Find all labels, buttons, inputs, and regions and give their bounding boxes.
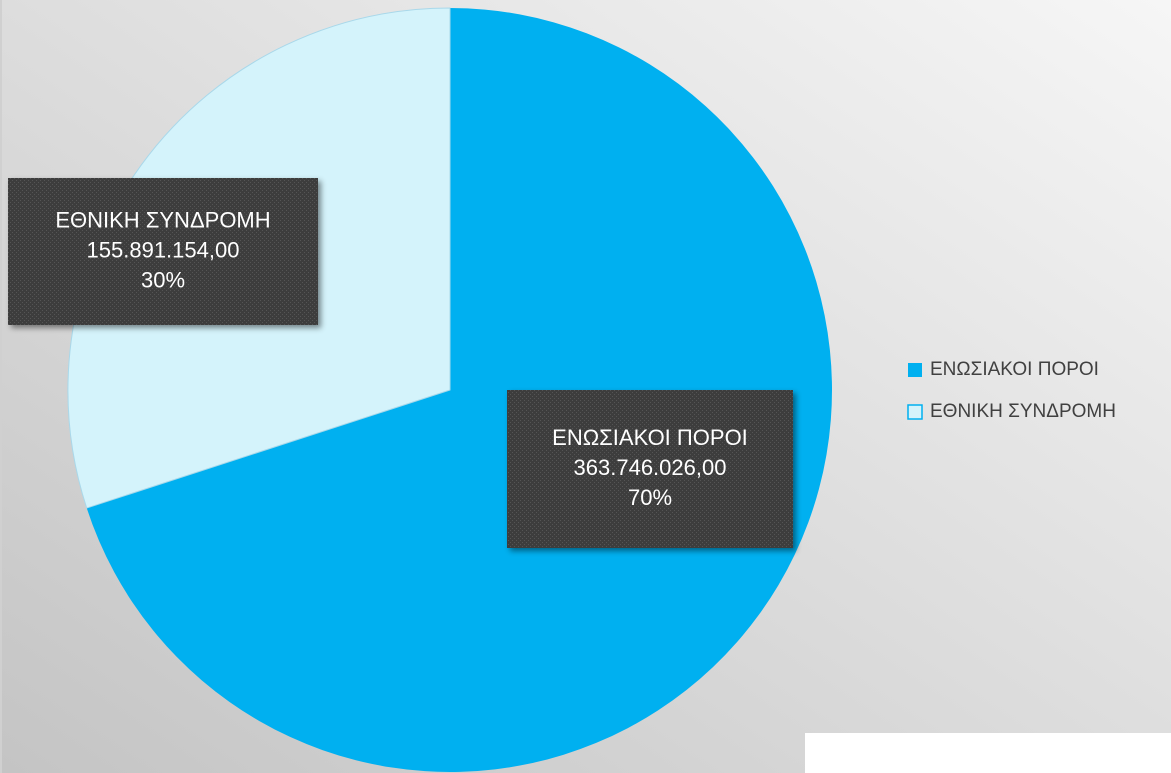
footer-panel: [805, 733, 1171, 773]
legend-swatch: [907, 404, 923, 420]
legend-label: ΕΘΝΙΚΗ ΣΥΝΔΡΟΜΗ: [930, 401, 1116, 422]
legend: ΕΝΩΣΙΑΚΟΙ ΠΟΡΟΙ ΕΘΝΙΚΗ ΣΥΝΔΡΟΜΗ: [907, 359, 1116, 422]
legend-label: ΕΝΩΣΙΑΚΟΙ ΠΟΡΟΙ: [930, 359, 1099, 380]
data-label-percent: 30%: [141, 267, 185, 292]
left-edge: [0, 0, 2, 773]
data-label-box: [8, 178, 318, 325]
data-label-value: 363.746.026,00: [574, 455, 727, 480]
pie-slice: [86, 8, 832, 772]
data-label-box: [507, 390, 793, 548]
data-label-value: 155.891.154,00: [87, 237, 240, 262]
data-label-category: ΕΝΩΣΙΑΚΟΙ ΠΟΡΟΙ: [552, 425, 748, 450]
legend-swatch: [908, 363, 922, 377]
data-labels: ΕΝΩΣΙΑΚΟΙ ΠΟΡΟΙ 363.746.026,00 70% ΕΘΝΙΚΗ Σ…: [8, 178, 793, 548]
data-label-category: ΕΘΝΙΚΗ ΣΥΝΔΡΟΜΗ: [55, 207, 270, 232]
data-label-percent: 70%: [628, 485, 672, 510]
